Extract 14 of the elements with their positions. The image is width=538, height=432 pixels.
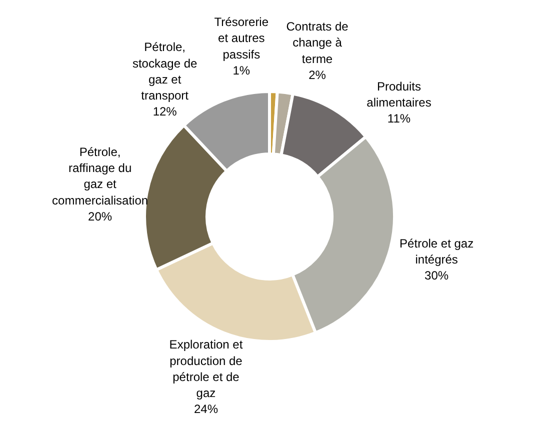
slice-label: Trésorerie et autres passifs: [214, 15, 269, 62]
data-label: 20%: [88, 209, 112, 224]
slice-label: Contrats de change à terme: [286, 20, 349, 66]
slice-label: Produits alimentaires: [366, 79, 432, 110]
data-label: 12%: [152, 104, 178, 119]
data-label: 30%: [424, 268, 449, 282]
data-label: 24%: [194, 402, 218, 416]
data-label: 1%: [232, 63, 250, 78]
slice-label: Pétrole, stockage de gaz et transport: [132, 40, 198, 102]
data-label: 2%: [308, 68, 326, 82]
slice-label: Pétrole et gaz intégrés: [400, 236, 474, 266]
data-label: 11%: [387, 112, 411, 126]
slice-label: Exploration et production de pétrole et de gaz: [169, 338, 244, 400]
slice-label: Pétrole, raffinage du gaz et commercialisation: [52, 144, 148, 208]
